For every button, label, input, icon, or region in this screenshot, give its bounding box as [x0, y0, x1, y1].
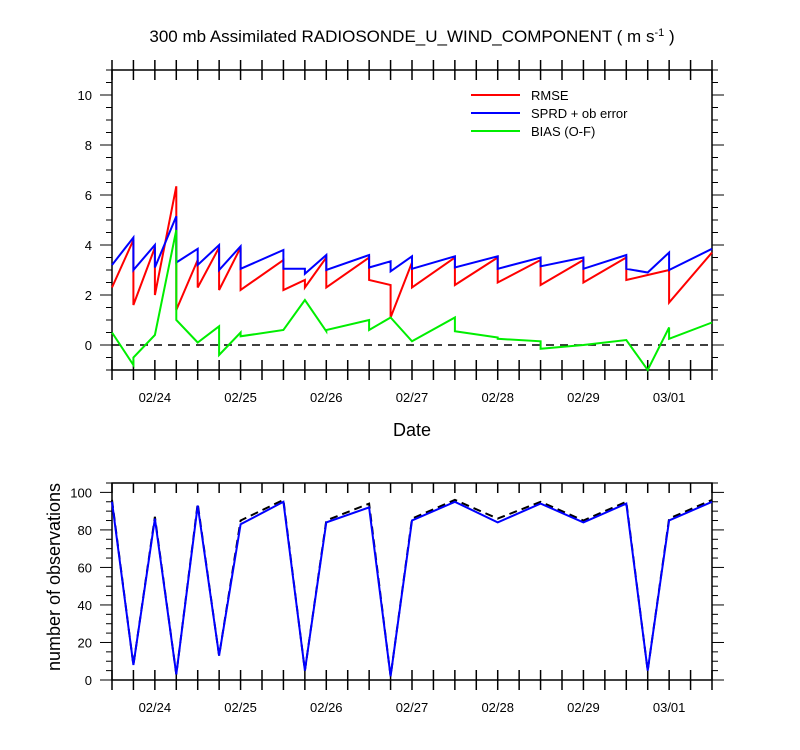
series-line-sprd-ob-error	[111, 215, 713, 277]
y-axis-title-observations: number of observations	[44, 483, 64, 671]
chart-title: 300 mb Assimilated RADIOSONDE_U_WIND_COM…	[149, 27, 674, 46]
top-x-tick-label: 02/24	[139, 390, 172, 405]
top-panel: 02/24 02/25 02/26 02/27 02/28 02/29 03/01 0 2 4 6 8…	[78, 60, 724, 405]
top-x-tick-label: 02/26	[310, 390, 343, 405]
top-y-tick-label: 10	[78, 88, 92, 103]
top-x-tick-label: 02/27	[396, 390, 429, 405]
series-line-obs-possible	[111, 498, 713, 677]
bottom-x-tick-label: 02/24	[139, 700, 172, 715]
bottom-x-tick-label: 03/01	[653, 700, 686, 715]
bottom-panel: 02/24 02/25 02/26 02/27 02/28 02/29 03/01 0 20 40…	[70, 482, 724, 715]
top-y-tick-label: 0	[85, 338, 92, 353]
legend-label-bias: BIAS (O-F)	[531, 124, 595, 139]
legend: RMSE SPRD + ob error BIAS (O-F)	[471, 88, 628, 139]
x-axis-title: Date	[393, 420, 431, 440]
top-y-tick-label: 4	[85, 238, 92, 253]
top-x-tick-label: 02/25	[224, 390, 257, 405]
top-x-tick-label: 03/01	[653, 390, 686, 405]
bottom-x-tick-label: 02/27	[396, 700, 429, 715]
bottom-y-tick-label: 20	[78, 635, 92, 650]
bottom-y-tick-label: 0	[85, 673, 92, 688]
top-x-tick-label: 02/29	[567, 390, 600, 405]
bottom-y-tick-label: 100	[70, 485, 92, 500]
top-y-tick-label: 6	[85, 188, 92, 203]
bottom-y-tick-label: 40	[78, 598, 92, 613]
bottom-x-tick-label: 02/25	[224, 700, 257, 715]
top-y-tick-label: 8	[85, 138, 92, 153]
bottom-x-tick-label: 02/28	[481, 700, 514, 715]
bottom-x-tick-label: 02/29	[567, 700, 600, 715]
legend-label-rmse: RMSE	[531, 88, 569, 103]
series-line-bias-o-f	[111, 229, 713, 372]
bottom-y-tick-label: 80	[78, 523, 92, 538]
legend-label-sprd: SPRD + ob error	[531, 106, 628, 121]
top-y-tick-label: 2	[85, 288, 92, 303]
bottom-plot-frame	[111, 482, 713, 681]
top-x-tick-label: 02/28	[481, 390, 514, 405]
series-line-rmse	[111, 186, 713, 318]
bottom-x-tick-label: 02/26	[310, 700, 343, 715]
series-line-obs-used	[111, 500, 713, 677]
bottom-y-tick-label: 60	[78, 560, 92, 575]
